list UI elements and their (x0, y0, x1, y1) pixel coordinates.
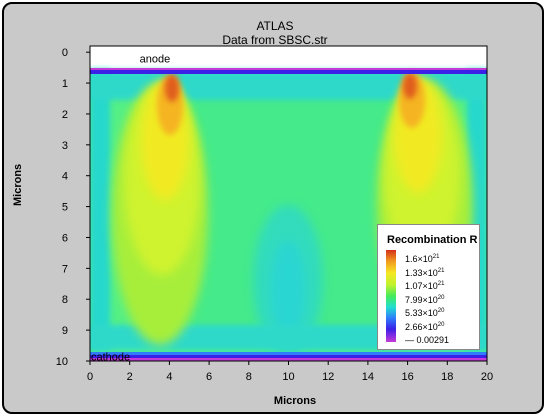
x-axis-label: Microns (273, 395, 317, 407)
y-tick-label: 7 (62, 263, 68, 275)
legend-label: 1.07×1021 (405, 281, 445, 291)
y-tick-label: 10 (56, 356, 68, 368)
x-tick-label: 12 (322, 371, 334, 383)
y-tick-label: 3 (62, 140, 68, 152)
legend-title: Recombination R (387, 234, 478, 246)
x-tick-label: 4 (166, 371, 172, 383)
cathode-annotation: cathode (91, 351, 130, 363)
x-tick-label: 18 (441, 371, 453, 383)
y-tick-label: 9 (62, 325, 68, 337)
chart-subtitle: Data from SBSC.str (222, 33, 328, 47)
y-tick-label: 0 (62, 47, 68, 59)
x-axis-ticks: 0 2 4 6 8 10 12 14 16 18 20 (87, 361, 493, 383)
x-tick-label: 2 (127, 371, 133, 383)
y-axis-label: Microns (12, 163, 24, 206)
legend-label: 1.6×1021 (405, 254, 440, 264)
legend-label: — 0.00291 (405, 335, 450, 345)
y-tick-label: 1 (62, 78, 68, 90)
x-tick-label: 8 (246, 371, 252, 383)
chart-title: ATLAS (256, 19, 294, 33)
legend-label: 5.33×1020 (405, 308, 445, 318)
x-tick-label: 20 (481, 371, 493, 383)
y-tick-label: 2 (62, 109, 68, 121)
x-tick-label: 6 (206, 371, 212, 383)
y-tick-label: 6 (62, 232, 68, 244)
x-tick-label: 10 (282, 371, 294, 383)
legend: Recombination R 1.6×1021 1.33×1021 1.07×10… (377, 224, 480, 350)
legend-label: 7.99×1020 (405, 294, 445, 305)
x-tick-label: 0 (87, 371, 93, 383)
legend-label: 2.66×1020 (405, 321, 445, 332)
y-tick-label: 4 (62, 171, 68, 183)
y-axis-ticks: 0 1 2 3 4 5 6 7 8 9 10 (56, 47, 90, 368)
legend-colorbar (386, 250, 396, 342)
x-tick-label: 16 (401, 371, 413, 383)
y-tick-label: 8 (62, 294, 68, 306)
anode-annotation: anode (140, 53, 171, 65)
x-tick-label: 14 (362, 371, 374, 383)
legend-label: 1.33×1021 (405, 267, 445, 278)
y-tick-label: 5 (62, 202, 68, 214)
